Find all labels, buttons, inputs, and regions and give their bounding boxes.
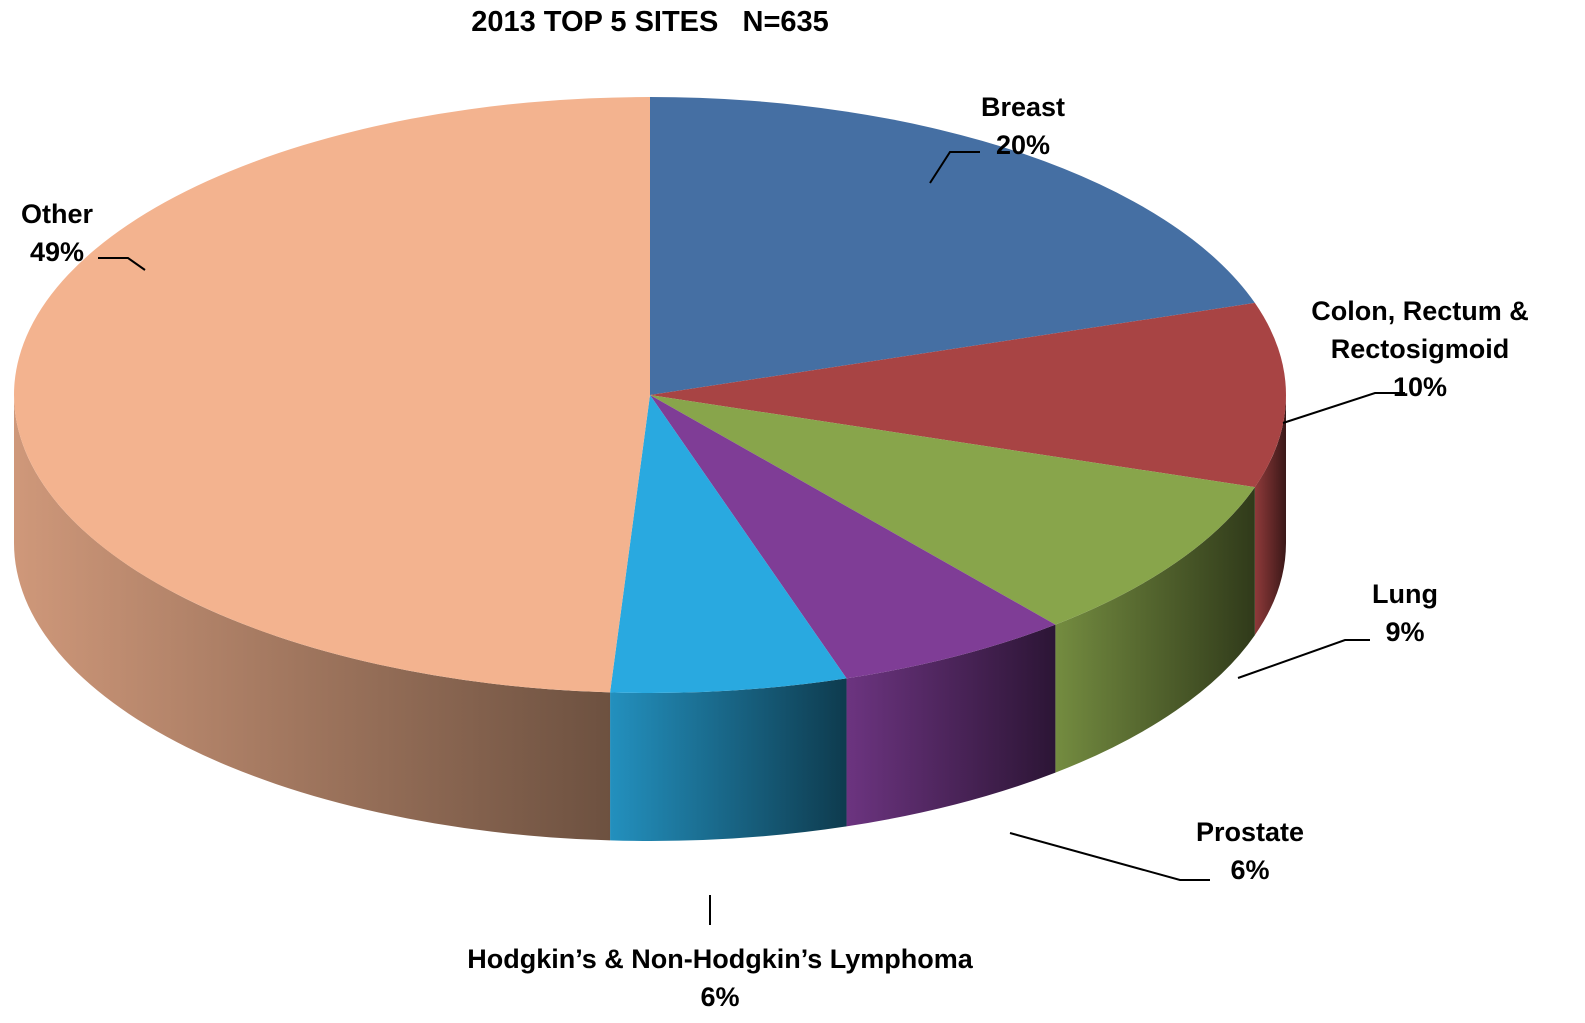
slice — [13, 97, 651, 693]
chart-title: 2013 TOP 5 SITES N=635 — [471, 6, 829, 38]
leader-line — [929, 151, 980, 184]
label-group: Prostate 6% — [1105, 813, 1395, 889]
leader-line — [1282, 392, 1405, 424]
slice — [650, 395, 1056, 679]
slice-side — [1055, 487, 1255, 773]
slice-label: Colon, Rectum & Rectosigmoid — [1311, 296, 1529, 364]
slice-label: Lung — [1372, 579, 1438, 609]
label-group: Breast 20% — [878, 88, 1168, 164]
value-label: 10% — [1392, 372, 1448, 402]
label-group: Hodgkin’s & Non-Hodgkin’s Lymphoma 6% — [370, 940, 1070, 1016]
value-label: 9% — [1385, 617, 1425, 647]
slice — [610, 395, 847, 693]
value-label: 6% — [700, 982, 740, 1012]
label-group: Colon, Rectum & Rectosigmoid 10% — [1275, 292, 1565, 406]
value-label: 49% — [29, 237, 85, 267]
slice-side — [1254, 395, 1286, 636]
label-group: Other 49% — [0, 195, 202, 271]
leader-line — [98, 257, 146, 271]
leader-line — [1237, 639, 1370, 679]
slice — [650, 302, 1286, 488]
slice-label: Hodgkin’s & Non-Hodgkin’s Lymphoma — [467, 944, 973, 974]
slice-side — [14, 395, 611, 841]
slice — [650, 97, 1255, 395]
slice-label: Breast — [980, 92, 1066, 122]
leader-line — [1009, 832, 1210, 881]
slice — [650, 395, 1255, 625]
slice-side — [610, 678, 847, 841]
slice-label: Other — [20, 199, 93, 229]
slice-label: Prostate — [1195, 817, 1305, 847]
value-label: 6% — [1230, 855, 1270, 885]
slice-side — [846, 624, 1056, 827]
label-group: Lung 9% — [1260, 575, 1550, 651]
value-label: 20% — [995, 130, 1051, 160]
